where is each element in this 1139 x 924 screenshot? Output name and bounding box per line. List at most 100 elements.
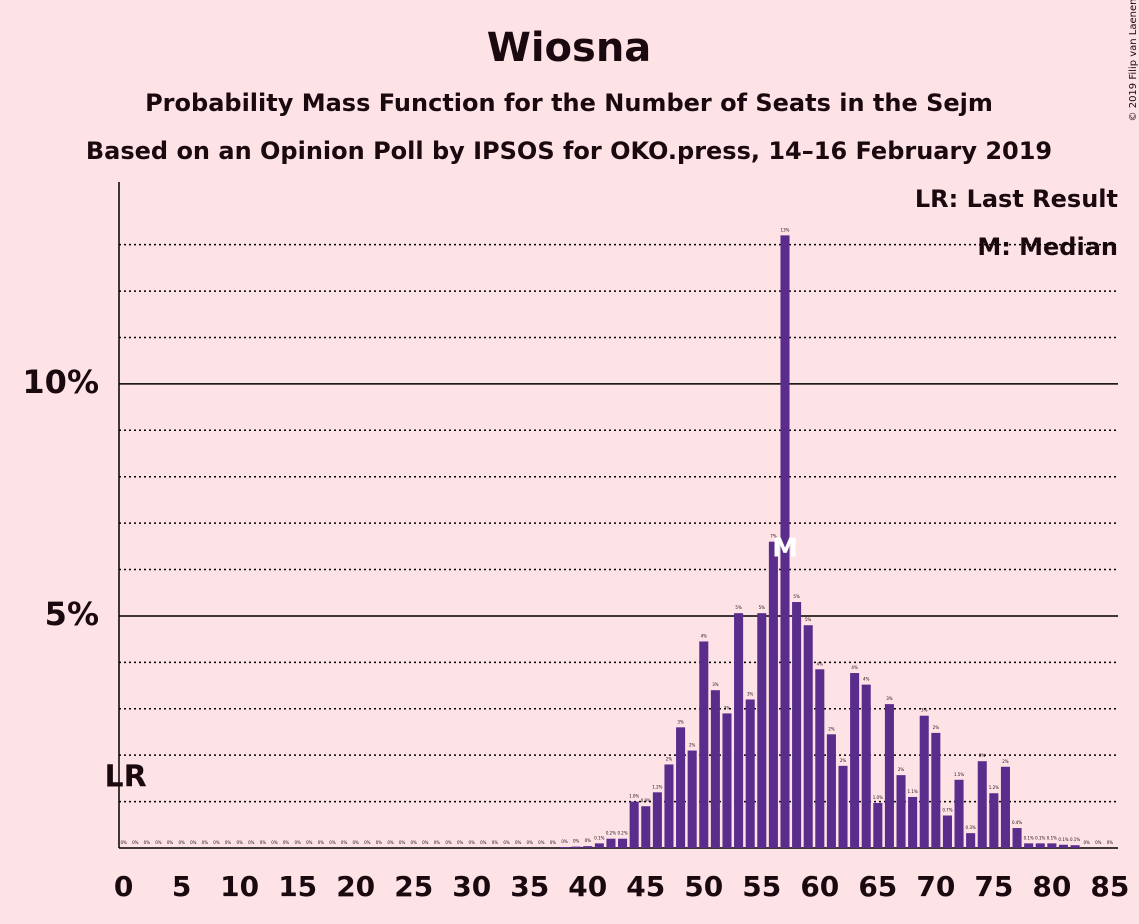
value-label: 3%	[886, 696, 893, 701]
value-label: 7%	[770, 534, 777, 539]
bar	[606, 838, 616, 848]
bar	[1000, 766, 1010, 848]
value-label: 4%	[863, 677, 870, 682]
value-label: 0%	[1095, 840, 1102, 845]
bar	[780, 235, 790, 849]
y-tick-label: 10%	[22, 363, 99, 401]
value-label: 0%	[167, 840, 174, 845]
value-label: 0%	[585, 838, 592, 843]
bar	[1047, 843, 1057, 848]
bar	[571, 846, 581, 848]
value-label: 0%	[260, 840, 267, 845]
last-result-marker: LR	[105, 760, 147, 795]
value-label: 1.2%	[989, 785, 999, 790]
value-label: 4%	[701, 633, 708, 638]
value-label: 0.1%	[594, 835, 604, 840]
bar	[560, 847, 570, 848]
value-label: 0%	[469, 840, 476, 845]
median-marker: M	[772, 534, 798, 564]
value-label: 0%	[120, 840, 127, 845]
value-label: 0%	[341, 840, 348, 845]
value-label: 2%	[898, 767, 905, 772]
bar	[792, 602, 802, 848]
bar	[919, 715, 929, 848]
bar	[594, 843, 604, 848]
value-label: 0.9%	[641, 798, 651, 803]
bar	[687, 750, 697, 848]
value-label: 0%	[422, 840, 429, 845]
value-label: 1.2%	[652, 784, 662, 789]
value-label: 3%	[747, 691, 754, 696]
value-label: 0%	[457, 840, 464, 845]
value-label: 0.3%	[966, 825, 976, 830]
value-label: 0%	[376, 840, 383, 845]
legend-entry: M: Median	[977, 233, 1118, 261]
x-tick-label: 5	[172, 870, 191, 903]
value-label: 0%	[1107, 840, 1114, 845]
bar	[722, 713, 732, 848]
value-label: 0.2%	[617, 831, 627, 836]
value-label: 3%	[724, 705, 731, 710]
value-label: 2%	[840, 758, 847, 763]
value-label: 0%	[387, 840, 394, 845]
value-label: 0.2%	[606, 831, 616, 836]
value-label: 5%	[793, 594, 800, 599]
bar	[629, 801, 639, 848]
value-label: 0%	[248, 840, 255, 845]
value-label: 4%	[851, 665, 858, 670]
bar	[977, 761, 987, 848]
value-label: 13%	[781, 227, 790, 232]
bar	[873, 802, 883, 848]
x-tick-label: 80	[1032, 870, 1071, 903]
bar	[676, 727, 686, 848]
bar	[850, 673, 860, 848]
value-label: 2%	[979, 753, 986, 758]
value-label: 0%	[271, 840, 278, 845]
value-label: 1.0%	[873, 795, 883, 800]
bar	[896, 775, 906, 848]
value-label: 0%	[527, 840, 534, 845]
x-tick-label: 60	[800, 870, 839, 903]
bar	[768, 541, 778, 848]
bar	[1035, 843, 1045, 848]
bar	[931, 732, 941, 848]
value-label: 3%	[921, 708, 928, 713]
legend-entry: LR: Last Result	[915, 185, 1118, 213]
x-tick-label: 25	[394, 870, 433, 903]
value-label: 0%	[202, 840, 209, 845]
value-label: 3%	[677, 719, 684, 724]
value-label: 1.0%	[629, 794, 639, 799]
value-label: 0%	[480, 840, 487, 845]
value-label: 0%	[295, 840, 302, 845]
value-label: 3%	[712, 682, 719, 687]
x-tick-label: 75	[974, 870, 1013, 903]
bar	[884, 704, 894, 848]
bar	[757, 613, 767, 848]
bar	[1070, 845, 1080, 848]
x-tick-label: 45	[626, 870, 665, 903]
value-label: 0%	[306, 840, 313, 845]
value-label: 0%	[550, 840, 557, 845]
bar	[954, 779, 964, 848]
value-label: 0%	[411, 840, 418, 845]
bar	[838, 765, 848, 848]
value-label: 0%	[399, 840, 406, 845]
chart-title: Wiosna	[487, 25, 652, 71]
bar	[861, 684, 871, 848]
value-label: 0.1%	[1035, 835, 1045, 840]
value-label: 0.1%	[1070, 837, 1080, 842]
bar	[1058, 844, 1068, 848]
value-label: 2%	[933, 725, 940, 730]
value-label: 0.4%	[1012, 820, 1022, 825]
value-label: 0%	[492, 840, 499, 845]
value-label: 2%	[666, 756, 673, 761]
x-tick-label: 65	[858, 870, 897, 903]
x-tick-label: 30	[452, 870, 491, 903]
value-label: 0.7%	[942, 808, 952, 813]
bar	[583, 846, 593, 848]
bar	[966, 833, 976, 848]
bar	[710, 690, 720, 848]
value-label: 0%	[573, 839, 580, 844]
value-label: 0%	[538, 840, 545, 845]
bar	[826, 734, 836, 848]
